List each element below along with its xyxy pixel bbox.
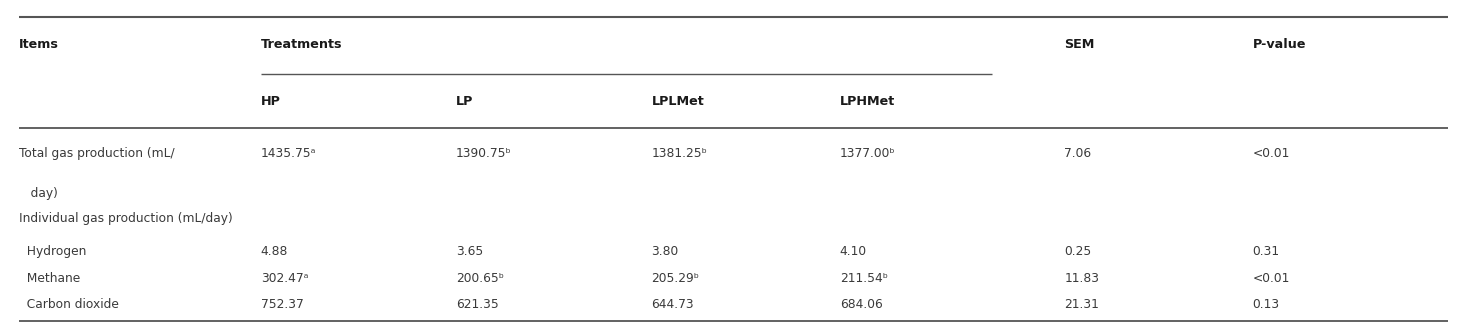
Text: 1377.00ᵇ: 1377.00ᵇ bbox=[840, 147, 895, 161]
Text: LP: LP bbox=[456, 95, 474, 108]
Text: 7.06: 7.06 bbox=[1064, 147, 1091, 161]
Text: 211.54ᵇ: 211.54ᵇ bbox=[840, 272, 888, 285]
Text: 644.73: 644.73 bbox=[652, 298, 694, 311]
Text: Methane: Methane bbox=[19, 272, 80, 285]
Text: Total gas production (mL/: Total gas production (mL/ bbox=[19, 147, 175, 161]
Text: Treatments: Treatments bbox=[261, 38, 343, 51]
Text: HP: HP bbox=[261, 95, 280, 108]
Text: Items: Items bbox=[19, 38, 58, 51]
Text: 1435.75ᵃ: 1435.75ᵃ bbox=[261, 147, 316, 161]
Text: SEM: SEM bbox=[1064, 38, 1095, 51]
Text: 0.13: 0.13 bbox=[1252, 298, 1280, 311]
Text: 4.88: 4.88 bbox=[261, 245, 289, 258]
Text: 0.31: 0.31 bbox=[1252, 245, 1280, 258]
Text: Individual gas production (mL/day): Individual gas production (mL/day) bbox=[19, 212, 233, 225]
Text: 4.10: 4.10 bbox=[840, 245, 868, 258]
Text: P-value: P-value bbox=[1252, 38, 1306, 51]
Text: LPHMet: LPHMet bbox=[840, 95, 895, 108]
Text: day): day) bbox=[19, 187, 58, 199]
Text: 11.83: 11.83 bbox=[1064, 272, 1099, 285]
Text: 3.80: 3.80 bbox=[652, 245, 679, 258]
Text: LPLMet: LPLMet bbox=[652, 95, 704, 108]
Text: <0.01: <0.01 bbox=[1252, 147, 1290, 161]
Text: 752.37: 752.37 bbox=[261, 298, 303, 311]
Text: 684.06: 684.06 bbox=[840, 298, 882, 311]
Text: 1381.25ᵇ: 1381.25ᵇ bbox=[652, 147, 707, 161]
Text: 302.47ᵃ: 302.47ᵃ bbox=[261, 272, 308, 285]
Text: 200.65ᵇ: 200.65ᵇ bbox=[456, 272, 504, 285]
Text: Hydrogen: Hydrogen bbox=[19, 245, 86, 258]
Text: 205.29ᵇ: 205.29ᵇ bbox=[652, 272, 700, 285]
Text: <0.01: <0.01 bbox=[1252, 272, 1290, 285]
Text: 1390.75ᵇ: 1390.75ᵇ bbox=[456, 147, 512, 161]
Text: Carbon dioxide: Carbon dioxide bbox=[19, 298, 118, 311]
Text: 621.35: 621.35 bbox=[456, 298, 499, 311]
Text: 3.65: 3.65 bbox=[456, 245, 484, 258]
Text: 21.31: 21.31 bbox=[1064, 298, 1099, 311]
Text: 0.25: 0.25 bbox=[1064, 245, 1092, 258]
